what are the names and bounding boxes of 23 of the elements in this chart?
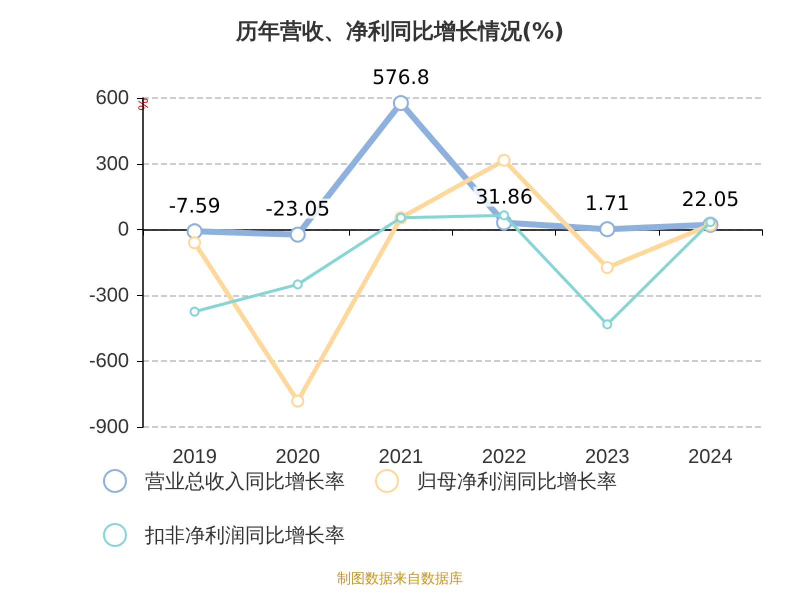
data-label: 31.86 [475, 184, 533, 209]
x-tick-label: 2024 [688, 446, 733, 468]
data-label: 22.05 [682, 186, 740, 211]
data-label: 1.71 [584, 191, 630, 216]
legend-label: 营业总收入同比增长率 [145, 469, 345, 493]
y-tick-label: -600 [88, 350, 129, 372]
legend-label: 归母净利润同比增长率 [417, 469, 617, 493]
chart-title: 历年营收、净利同比增长情况(%) [234, 20, 564, 44]
data-label: -23.05 [266, 196, 330, 221]
y-tick-label: -300 [88, 284, 129, 306]
x-tick-label: 2019 [172, 446, 217, 468]
data-label: 576.8 [372, 65, 430, 90]
x-tick-label: 2023 [585, 446, 630, 468]
y-tick-label: 600 [96, 87, 129, 109]
text: 制图数据来自数据库 [337, 571, 463, 587]
x-tick-label: 2022 [482, 446, 526, 468]
legend-label: 扣非净利润同比增长率 [144, 523, 345, 547]
y-tick-label: 300 [96, 152, 129, 175]
x-tick-label: 2020 [276, 446, 320, 468]
y-tick-label: 0 [118, 218, 129, 241]
y-tick-label: -900 [88, 416, 129, 438]
x-tick-label: 2021 [378, 446, 424, 468]
data-label: -7.59 [168, 193, 220, 218]
